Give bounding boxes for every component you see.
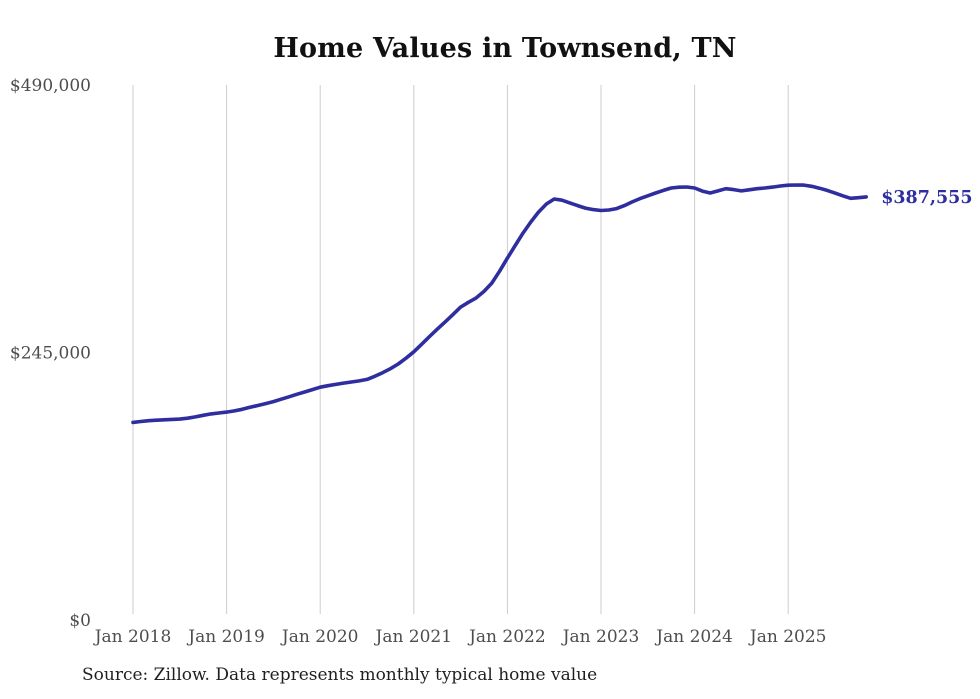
- x-axis-tick-label: Jan 2024: [654, 627, 733, 647]
- home-value-line-series: [131, 183, 868, 425]
- x-axis-tick-label: Jan 2025: [748, 627, 827, 647]
- y-axis-tick-label: $245,000: [10, 344, 91, 364]
- source-note: Source: Zillow. Data represents monthly …: [82, 665, 598, 685]
- y-axis-tick-label: $0: [69, 611, 91, 631]
- x-axis-tick-label: Jan 2021: [374, 627, 453, 647]
- x-axis-tick-label: Jan 2019: [186, 627, 265, 647]
- chart-title: Home Values in Townsend, TN: [273, 33, 737, 64]
- x-axis-tick-label: Jan 2023: [561, 627, 640, 647]
- x-axis-tick-label: Jan 2022: [467, 627, 546, 647]
- latest-value-label: $387,555: [881, 188, 972, 208]
- x-axis-tick-label: Jan 2018: [93, 627, 172, 647]
- x-axis-tick-label: Jan 2020: [280, 627, 359, 647]
- y-axis-tick-label: $490,000: [10, 76, 91, 96]
